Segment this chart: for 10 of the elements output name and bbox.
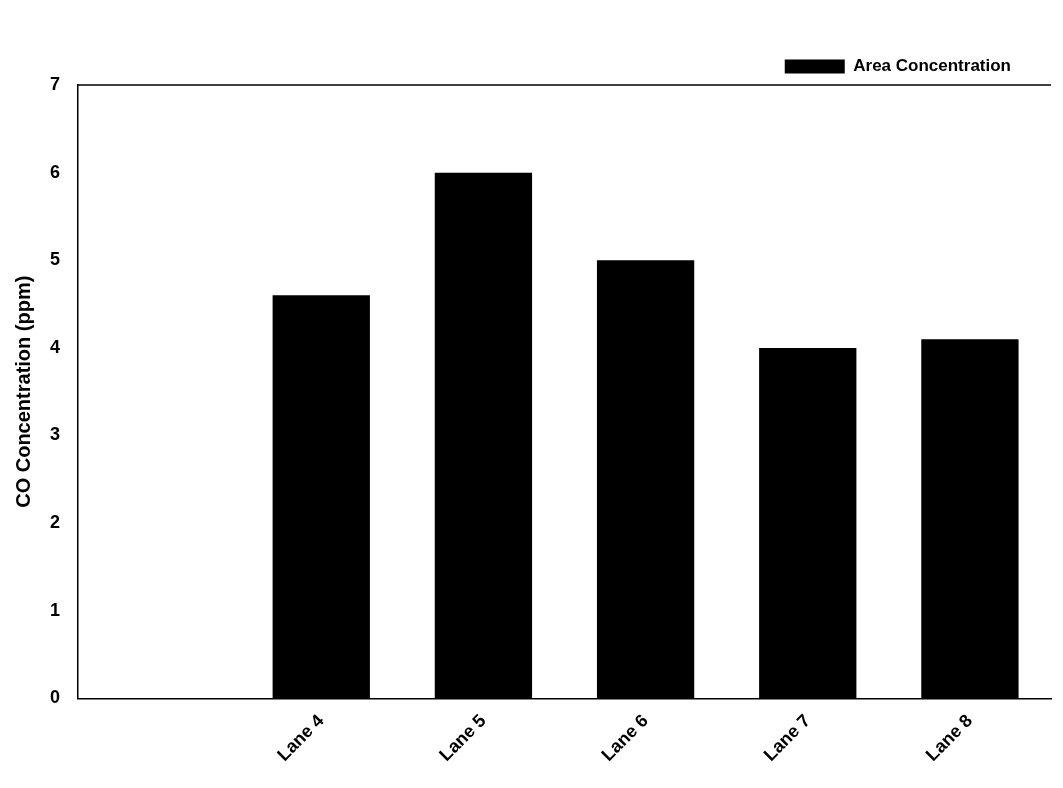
y-tick-label: 6 [50,161,61,182]
y-axis-title: CO Concentration (ppm) [11,275,34,508]
legend-label: Area Concentration [853,56,1011,76]
y-tick-label: 4 [50,336,61,357]
y-tick-label: 1 [50,599,61,620]
y-tick-label: 3 [50,424,61,445]
y-tick-label: 0 [50,687,61,708]
y-tick-label: 5 [50,249,61,270]
y-tick-label: 7 [50,73,61,94]
y-tick-label: 2 [50,512,61,533]
